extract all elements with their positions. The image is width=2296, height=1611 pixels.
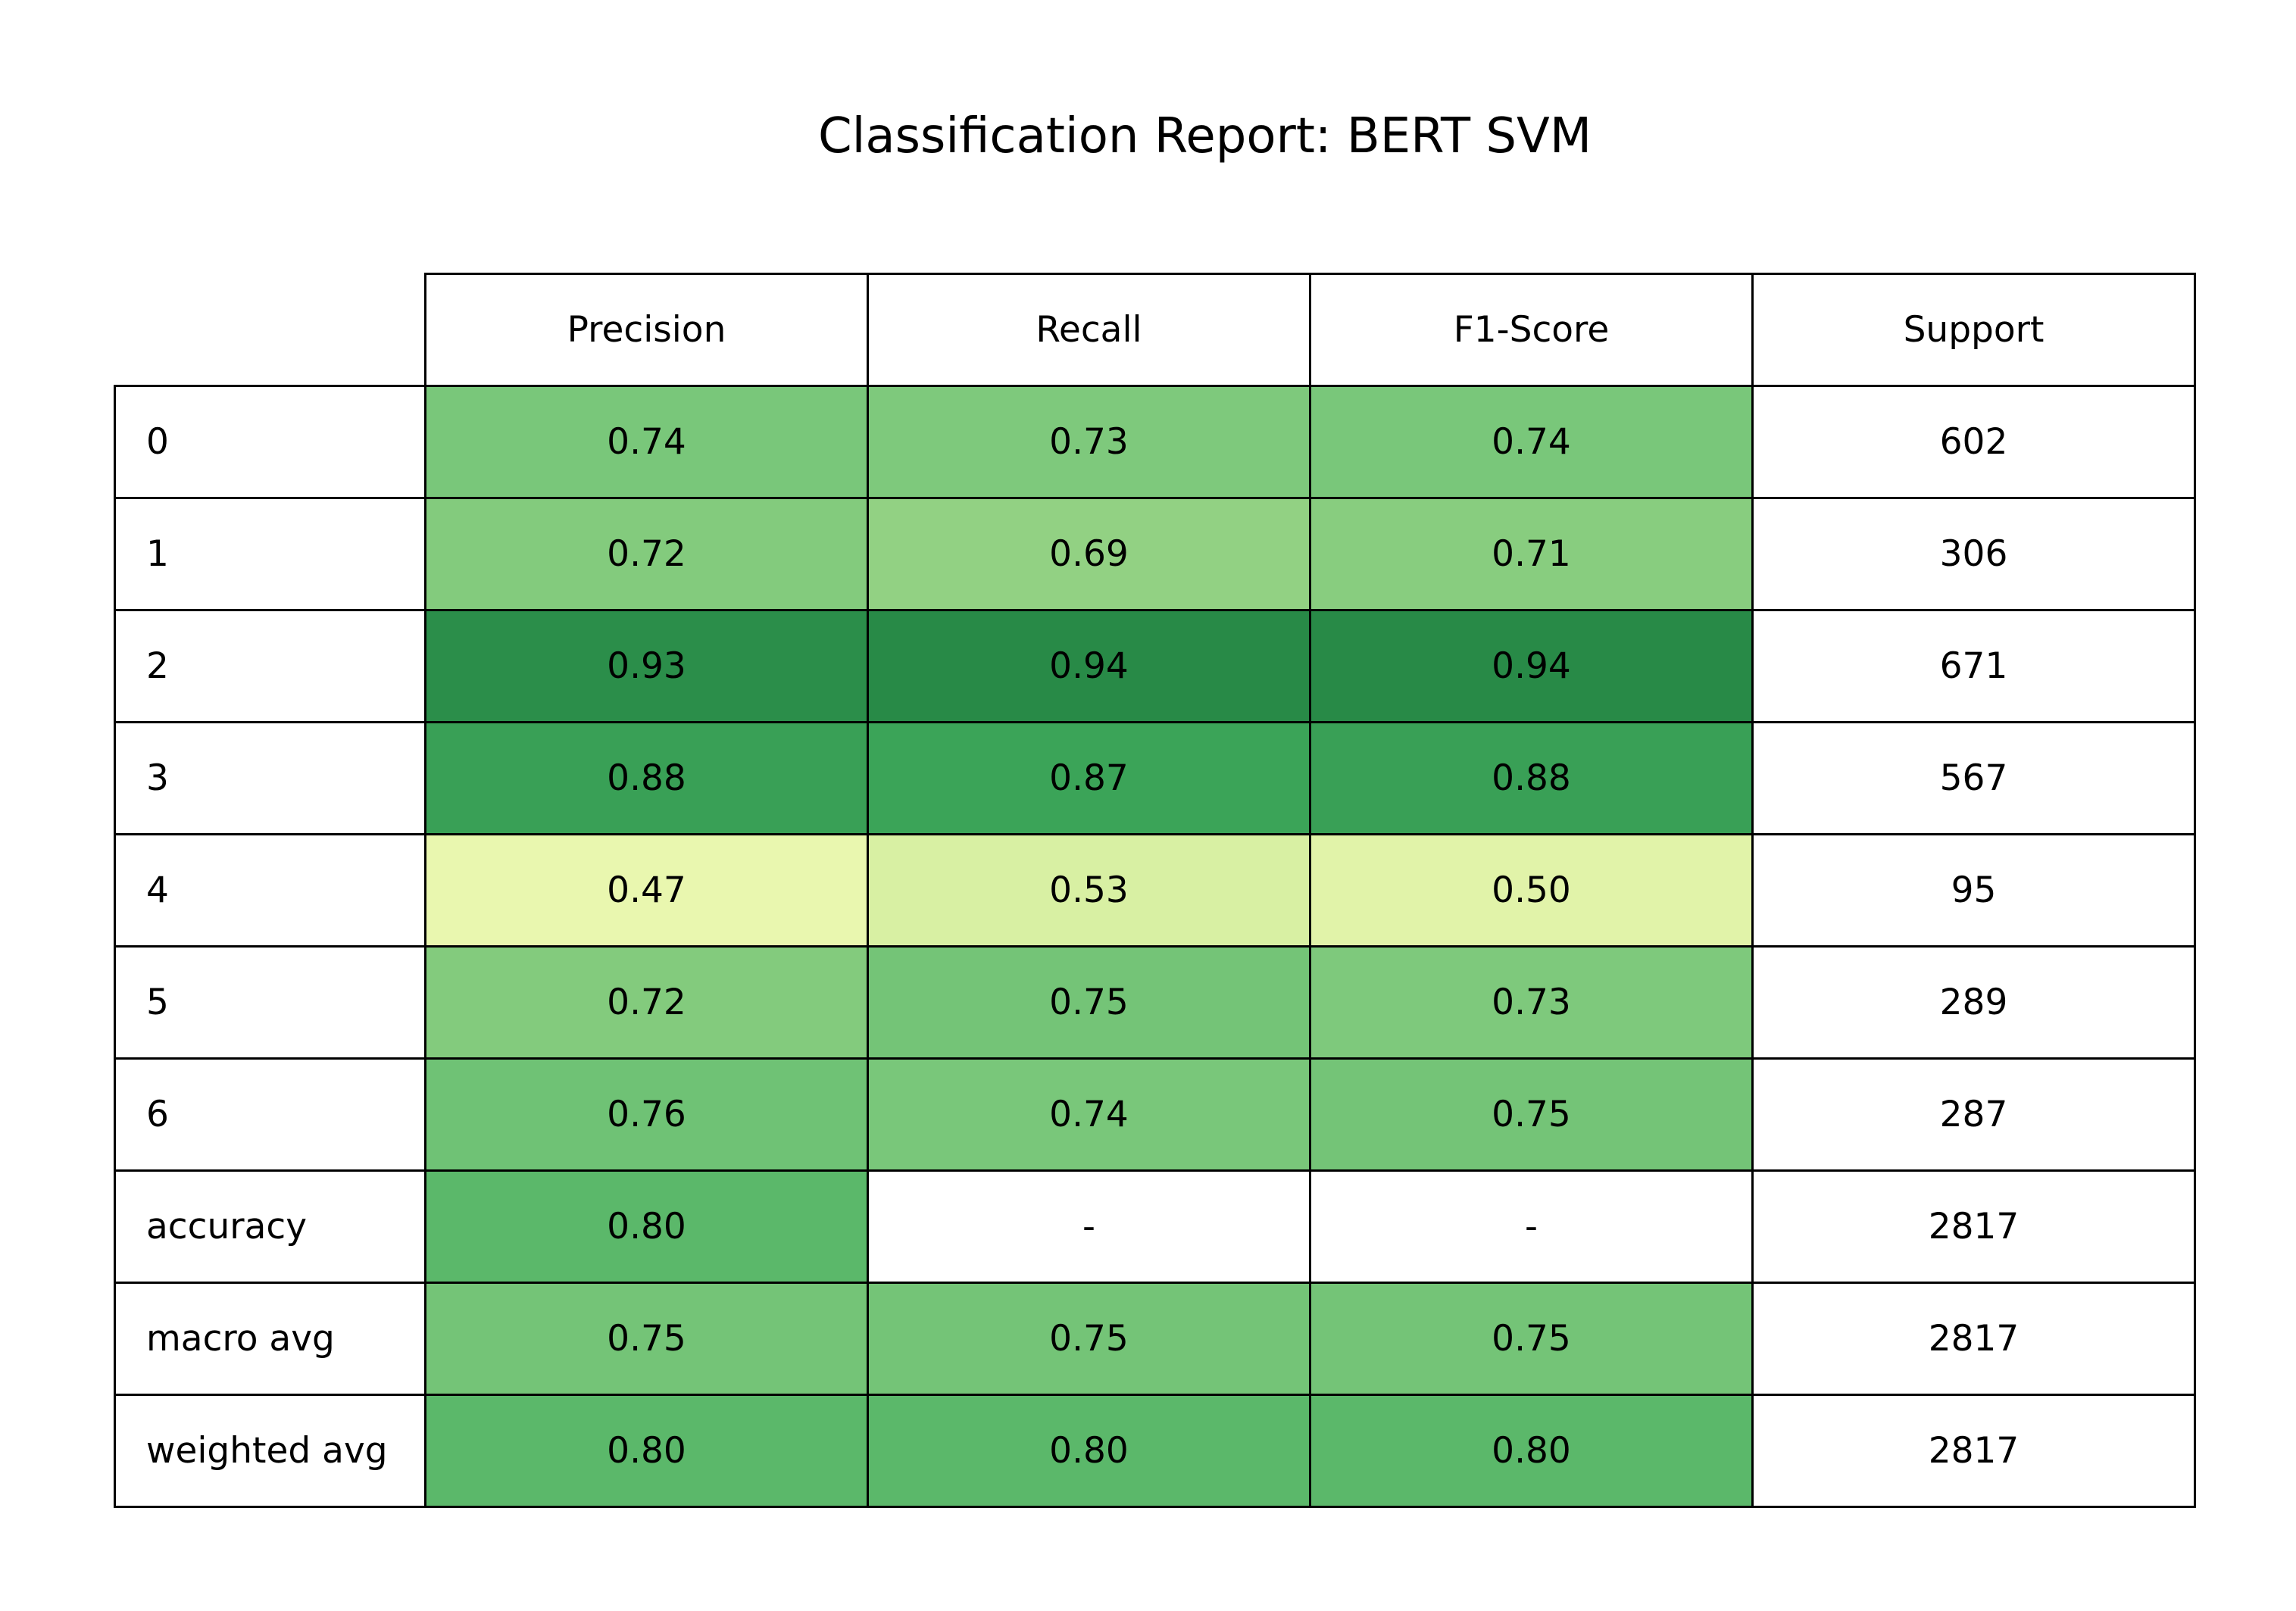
cell-1-f1-score: 0.71 bbox=[1309, 497, 1754, 611]
cell-1-recall: 0.69 bbox=[867, 497, 1311, 611]
cell-3-precision: 0.88 bbox=[424, 721, 869, 835]
row-label-2: 2 bbox=[114, 609, 426, 723]
row-label-3: 3 bbox=[114, 721, 426, 835]
cell-0-precision: 0.74 bbox=[424, 385, 869, 499]
cell-6-precision: 0.76 bbox=[424, 1057, 869, 1172]
column-header-support: Support bbox=[1751, 273, 2196, 387]
cell-macro-avg-support: 2817 bbox=[1751, 1282, 2196, 1396]
row-label-4: 4 bbox=[114, 833, 426, 948]
cell-4-support: 95 bbox=[1751, 833, 2196, 948]
cell-2-recall: 0.94 bbox=[867, 609, 1311, 723]
cell-3-recall: 0.87 bbox=[867, 721, 1311, 835]
column-header-precision: Precision bbox=[424, 273, 869, 387]
row-label-5: 5 bbox=[114, 945, 426, 1060]
cell-4-recall: 0.53 bbox=[867, 833, 1311, 948]
cell-6-recall: 0.74 bbox=[867, 1057, 1311, 1172]
cell-3-support: 567 bbox=[1751, 721, 2196, 835]
cell-5-support: 289 bbox=[1751, 945, 2196, 1060]
row-label-weighted-avg: weighted avg bbox=[114, 1394, 426, 1508]
cell-0-f1-score: 0.74 bbox=[1309, 385, 1754, 499]
cell-4-precision: 0.47 bbox=[424, 833, 869, 948]
cell-5-precision: 0.72 bbox=[424, 945, 869, 1060]
chart-title: Classification Report: BERT SVM bbox=[817, 108, 1592, 164]
row-label-1: 1 bbox=[114, 497, 426, 611]
cell-accuracy-recall: - bbox=[867, 1169, 1311, 1284]
cell-accuracy-precision: 0.80 bbox=[424, 1169, 869, 1284]
row-label-6: 6 bbox=[114, 1057, 426, 1172]
cell-0-recall: 0.73 bbox=[867, 385, 1311, 499]
cell-weighted-avg-f1-score: 0.80 bbox=[1309, 1394, 1754, 1508]
cell-0-support: 602 bbox=[1751, 385, 2196, 499]
cell-macro-avg-recall: 0.75 bbox=[867, 1282, 1311, 1396]
row-label-0: 0 bbox=[114, 385, 426, 499]
cell-accuracy-f1-score: - bbox=[1309, 1169, 1754, 1284]
cell-accuracy-support: 2817 bbox=[1751, 1169, 2196, 1284]
cell-5-recall: 0.75 bbox=[867, 945, 1311, 1060]
cell-weighted-avg-recall: 0.80 bbox=[867, 1394, 1311, 1508]
row-label-accuracy: accuracy bbox=[114, 1169, 426, 1284]
cell-2-support: 671 bbox=[1751, 609, 2196, 723]
cell-macro-avg-f1-score: 0.75 bbox=[1309, 1282, 1754, 1396]
cell-6-support: 287 bbox=[1751, 1057, 2196, 1172]
cell-weighted-avg-precision: 0.80 bbox=[424, 1394, 869, 1508]
cell-weighted-avg-support: 2817 bbox=[1751, 1394, 2196, 1508]
cell-3-f1-score: 0.88 bbox=[1309, 721, 1754, 835]
cell-4-f1-score: 0.50 bbox=[1309, 833, 1754, 948]
cell-2-f1-score: 0.94 bbox=[1309, 609, 1754, 723]
column-header-recall: Recall bbox=[867, 273, 1311, 387]
cell-macro-avg-precision: 0.75 bbox=[424, 1282, 869, 1396]
cell-2-precision: 0.93 bbox=[424, 609, 869, 723]
column-header-f1-score: F1-Score bbox=[1309, 273, 1754, 387]
row-label-macro-avg: macro avg bbox=[114, 1282, 426, 1396]
cell-6-f1-score: 0.75 bbox=[1309, 1057, 1754, 1172]
cell-1-support: 306 bbox=[1751, 497, 2196, 611]
cell-1-precision: 0.72 bbox=[424, 497, 869, 611]
cell-5-f1-score: 0.73 bbox=[1309, 945, 1754, 1060]
